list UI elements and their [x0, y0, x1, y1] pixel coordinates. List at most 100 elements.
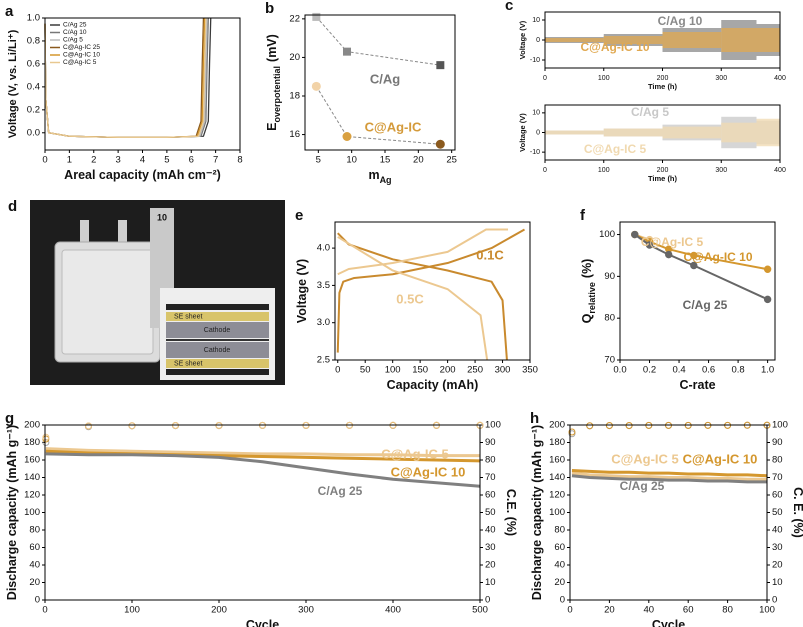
y-tick-label: 40 [554, 560, 565, 571]
data-point [436, 61, 445, 70]
y2-tick-label: 90 [485, 437, 496, 448]
voltage-band [662, 126, 722, 139]
x-tick-label: 6 [189, 155, 194, 166]
data-point [435, 139, 445, 149]
y2-tick-label: 0 [485, 595, 490, 606]
x-tick-label: 80 [722, 605, 733, 616]
series-label: C@Ag-IC 5 [611, 451, 679, 466]
y-tick-label: 140 [24, 472, 40, 483]
y2-tick-label: 50 [485, 507, 496, 518]
data-point [645, 241, 654, 249]
y2-tick-label: 60 [772, 490, 783, 501]
y-axis-label: Voltage (V) [518, 20, 527, 59]
series-label: C/Ag 10 [658, 14, 703, 28]
y2-tick-label: 40 [485, 525, 496, 536]
x-axis-label-part: Cycle [246, 618, 279, 627]
y2-axis-label-part: C. E. (%) [791, 487, 803, 538]
series-label: C@Ag-IC 10 [580, 40, 649, 54]
y2-axis-label-part: C.E. (%) [504, 489, 518, 536]
layer [166, 322, 269, 338]
x-tick-label: 0 [335, 365, 340, 376]
x-tick-label: 2 [91, 155, 96, 166]
x-axis-label: C-rate [679, 378, 715, 392]
x-tick-label: 100 [385, 365, 401, 376]
series-label: C/Ag 25 [620, 479, 665, 493]
legend-label: C/Ag 10 [63, 29, 87, 36]
x-tick-label: 0.0 [613, 365, 626, 376]
series-line [337, 228, 509, 361]
layer [166, 359, 269, 368]
x-tick-label: 400 [774, 75, 786, 82]
y2-tick-label: 30 [772, 542, 783, 553]
x-tick-label: 0.2 [643, 365, 656, 376]
y-tick-label: -10 [530, 149, 540, 156]
series-label: C/Ag [370, 71, 400, 86]
layer [166, 312, 269, 321]
y2-tick-label: 20 [485, 560, 496, 571]
series-label: C@Ag-IC [365, 119, 422, 134]
y-axis-label-part: (mV) [265, 34, 279, 62]
voltage-band [756, 118, 780, 147]
y2-tick-label: 0 [772, 595, 777, 606]
y2-tick-label: 40 [772, 525, 783, 536]
y-tick-label: -10 [530, 57, 540, 64]
legend-label: C/Ag 5 [63, 37, 83, 44]
x-tick-label: 200 [657, 167, 669, 174]
x-tick-label: 50 [360, 365, 371, 376]
y-tick-label: 0.8 [27, 35, 40, 46]
x-tick-label: 400 [385, 605, 401, 616]
plot-frame [619, 221, 776, 361]
y-axis-label-part: Discharge capacity (mAh g⁻¹) [530, 425, 544, 600]
data-point [128, 422, 136, 430]
voltage-band [662, 32, 722, 48]
x-tick-label: 0.8 [731, 365, 744, 376]
y-axis-label-part: Voltage (V) [518, 20, 527, 59]
series-line [571, 471, 767, 481]
voltage-band [545, 38, 604, 42]
y-tick-label: 90 [604, 271, 615, 282]
layer-label: SE sheet [174, 313, 202, 320]
plot-frame [44, 17, 241, 151]
y-tick-label: 80 [604, 313, 615, 324]
data-point [625, 422, 633, 430]
y-tick-label: 20 [29, 577, 40, 588]
legend-label: C@Ag-IC 25 [63, 44, 100, 51]
series-line [44, 17, 207, 139]
y-axis-label-part: Q [580, 313, 594, 323]
voltage-band [545, 130, 604, 135]
voltage-band [721, 28, 757, 52]
x-axis-label: Capacity (mAh) [387, 378, 479, 392]
x-axis-label-part: C-rate [679, 378, 715, 392]
y-tick-label: 0.6 [27, 58, 40, 69]
y-tick-label: 180 [24, 437, 40, 448]
y-tick-label: 0 [536, 129, 540, 136]
layer-label: Cathode [204, 327, 231, 334]
y-tick-label: 180 [549, 437, 565, 448]
panel-letter: g [5, 410, 14, 427]
y2-tick-label: 10 [485, 577, 496, 588]
chart-panel: 0 100 200 300 400 500020406080100120140160180… [5, 410, 518, 627]
y-tick-label: 200 [549, 420, 565, 431]
y-tick-label: 4.0 [317, 243, 330, 254]
y-axis-label: Eoverpotential (mV) [265, 34, 282, 131]
y-tick-label: 1.0 [27, 13, 40, 24]
y-tick-label: 100 [549, 507, 565, 518]
x-tick-label: 4 [140, 155, 145, 166]
series-label: C@Ag-IC 5 [584, 142, 647, 156]
x-tick-label: 25 [446, 155, 457, 166]
x-tick-label: 100 [759, 605, 775, 616]
y-axis-label-part: E [265, 122, 279, 130]
y2-tick-label: 20 [772, 560, 783, 571]
layer [166, 304, 269, 310]
x-axis-label: Cycle [652, 618, 685, 627]
x-tick-label: 0 [567, 605, 572, 616]
series-label: 0.1C [476, 247, 504, 262]
x-tick-label: 200 [657, 75, 669, 82]
data-point [763, 265, 772, 273]
series-label: C/Ag 25 [318, 484, 363, 498]
y-axis-label: Discharge capacity (mAh g⁻¹) [530, 425, 544, 600]
series-label: C/Ag 5 [631, 105, 669, 119]
y2-tick-label: 100 [772, 420, 788, 431]
y-axis-label: Qrelative (%) [580, 259, 597, 324]
